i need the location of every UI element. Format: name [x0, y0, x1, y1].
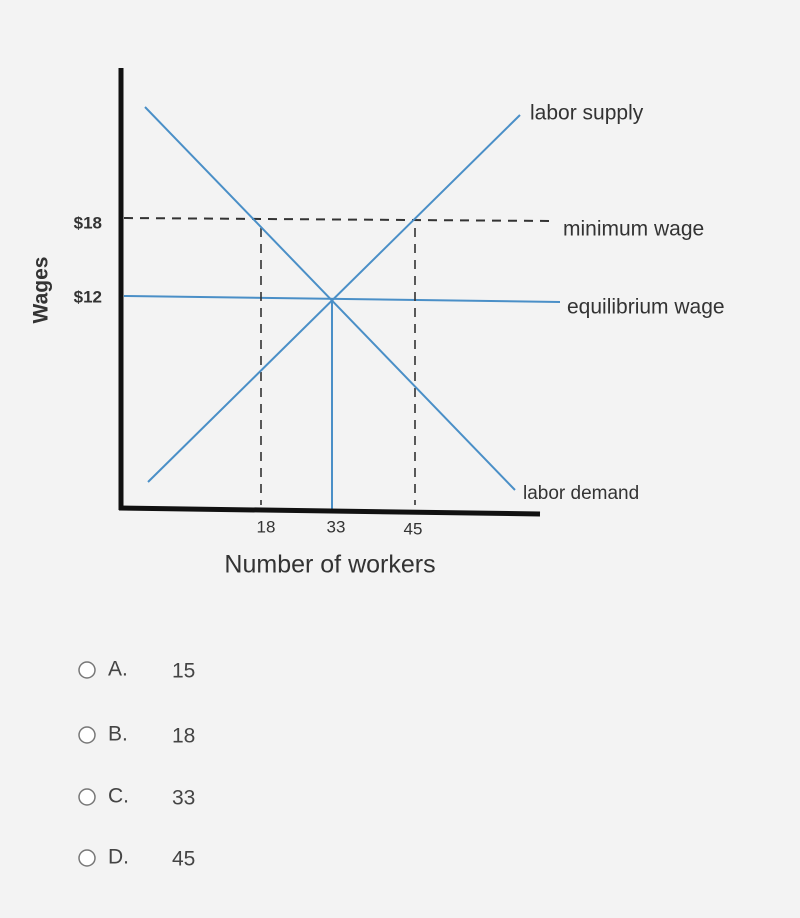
minimum-wage-line	[123, 217, 553, 222]
y-tick-label: $12	[74, 287, 102, 306]
equilibrium-wage-label: equilibrium wage	[567, 296, 725, 319]
radio-button[interactable]	[78, 788, 96, 806]
x-tick-label: 18	[257, 517, 276, 536]
x-tick-label: 33	[327, 517, 346, 536]
choice-text: 33	[172, 787, 195, 810]
y-axis-label: Wages	[30, 257, 53, 324]
demand-label: labor demand	[523, 483, 639, 504]
choice-text: 18	[172, 725, 195, 748]
y-tick-label: $18	[74, 213, 102, 232]
choice-text: 45	[172, 848, 195, 871]
demand-line	[144, 106, 516, 491]
choice-letter: C.	[108, 785, 129, 808]
equilibrium-wage-line	[123, 295, 561, 303]
choice-letter: A.	[108, 658, 128, 681]
choice-text: 15	[172, 660, 195, 683]
radio-button[interactable]	[78, 849, 96, 867]
radio-button[interactable]	[78, 726, 96, 744]
supply-label: labor supply	[530, 102, 644, 125]
x-tick-label: 45	[404, 519, 423, 538]
choice-letter: D.	[108, 846, 129, 869]
x-axis	[118, 505, 541, 517]
x-axis-label: Number of workers	[224, 551, 435, 579]
supply-line	[147, 114, 521, 483]
minimum-wage-label: minimum wage	[563, 218, 704, 241]
radio-button[interactable]	[78, 661, 96, 679]
choice-letter: B.	[108, 723, 128, 746]
